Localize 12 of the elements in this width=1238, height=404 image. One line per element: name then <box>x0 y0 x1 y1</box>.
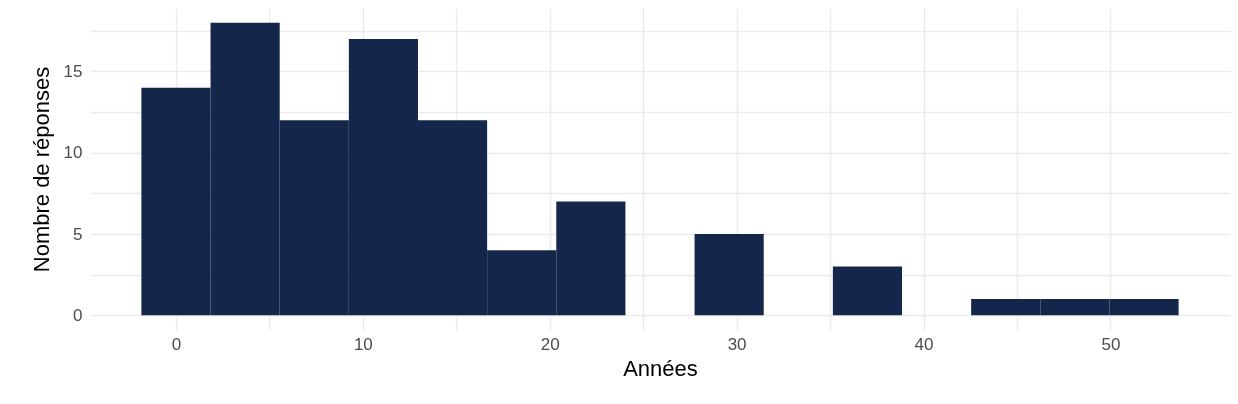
x-tick-label: 50 <box>1101 334 1121 354</box>
x-tick-label: 10 <box>353 334 373 354</box>
y-tick-label: 15 <box>63 61 83 81</box>
y-axis-title: Nombre de réponses <box>28 66 54 273</box>
x-tick-label: 40 <box>914 334 934 354</box>
y-tick-label: 10 <box>63 143 83 163</box>
y-tick-label: 5 <box>73 224 83 244</box>
x-tick-label: 30 <box>727 334 747 354</box>
y-tick-label: 0 <box>73 305 83 325</box>
x-tick-label: 20 <box>540 334 560 354</box>
x-axis-title: Années <box>623 355 698 381</box>
x-tick-label: 0 <box>171 334 182 354</box>
